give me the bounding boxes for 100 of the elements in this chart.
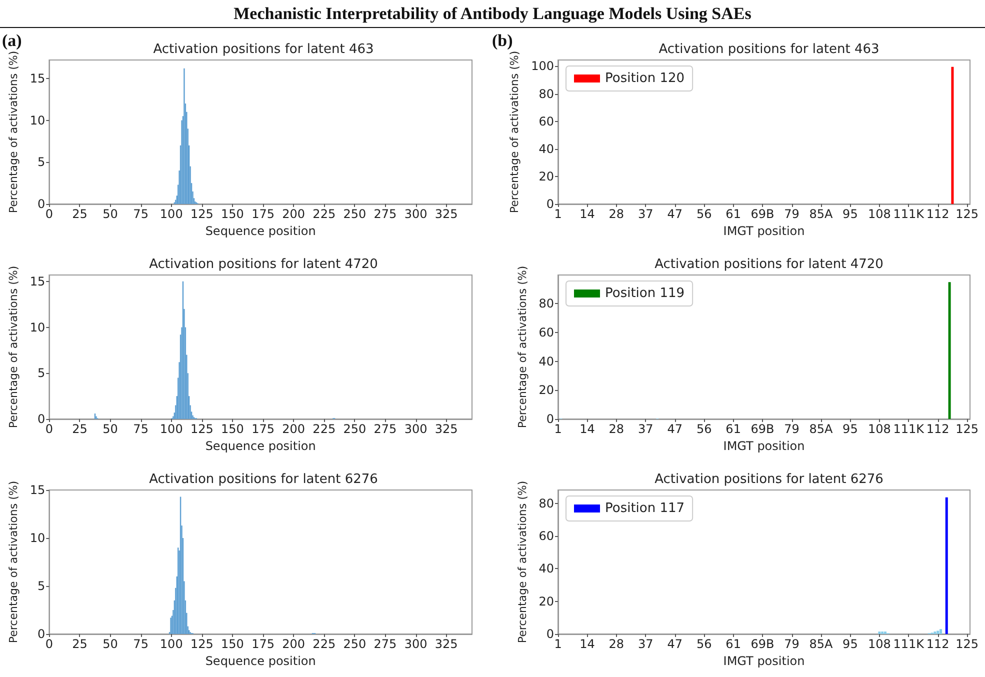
x-tick-label: 200	[282, 207, 306, 221]
x-tick-label: 275	[374, 422, 397, 436]
x-tick-label: 47	[667, 637, 683, 651]
x-axis-title: Sequence position	[205, 438, 316, 453]
y-tick-label: 10	[30, 531, 46, 545]
x-tick-label: 56	[696, 637, 712, 651]
x-tick-label: 95	[842, 422, 858, 436]
x-tick-label: 125	[190, 637, 214, 651]
x-tick-label: 125	[956, 422, 979, 436]
x-tick-label: 300	[404, 637, 428, 651]
legend-label: Position 119	[605, 286, 685, 301]
x-tick-label: 69B	[750, 422, 774, 436]
x-axis-title: IMGT position	[723, 654, 805, 668]
y-tick-label: 80	[538, 496, 554, 510]
x-tick-label: 111K	[893, 207, 926, 221]
x-tick-label: 25	[72, 207, 88, 221]
x-tick-label: 69B	[750, 637, 774, 651]
x-tick-label: 325	[434, 207, 458, 221]
x-tick-label: 250	[343, 637, 366, 651]
x-tick-label: 50	[102, 422, 118, 436]
x-tick-label: 150	[221, 207, 244, 221]
x-tick-label: 25	[72, 637, 88, 651]
x-tick-label: 75	[133, 422, 148, 436]
text: Mechanistic Interpretability of Antibody Language Models Using SAEs	[232, 4, 752, 24]
y-tick-label: 5	[38, 579, 46, 593]
x-tick-label: 14	[580, 207, 595, 221]
chart-title: Activation positions for latent 6276	[149, 472, 378, 487]
x-tick-label: 14	[580, 637, 595, 651]
x-tick-label: 112	[926, 422, 950, 436]
y-tick-label: 0	[38, 412, 46, 426]
x-tick-label: 56	[696, 422, 712, 436]
x-tick-label: 56	[696, 207, 712, 221]
x-tick-label: 108	[868, 637, 891, 651]
y-tick-label: 100	[531, 59, 554, 74]
x-tick-label: 275	[374, 207, 397, 221]
y-axis-title: Percentage of activations (%)	[7, 266, 20, 428]
x-tick-label: 37	[638, 207, 654, 221]
x-tick-label: 75	[133, 207, 148, 221]
x-tick-label: 95	[842, 207, 858, 221]
y-tick-label: 15	[30, 71, 46, 86]
x-axis-title: IMGT position	[723, 438, 805, 453]
text: (b)	[492, 31, 513, 50]
x-tick-label: 1	[554, 422, 562, 436]
chart-title: Activation positions for latent 463	[658, 42, 880, 57]
y-tick-label: 40	[538, 142, 554, 156]
x-tick-label: 95	[842, 637, 858, 651]
x-axis-title: Sequence position	[205, 224, 316, 238]
bar	[940, 629, 942, 634]
legend-label: Position 120	[605, 71, 685, 86]
y-tick-label: 15	[30, 274, 46, 288]
y-tick-label: 0	[546, 197, 554, 211]
y-tick-label: 60	[538, 529, 554, 544]
bar	[945, 497, 948, 634]
x-tick-label: 100	[160, 207, 183, 221]
y-tick-label: 20	[538, 594, 554, 608]
y-tick-label: 0	[546, 627, 554, 641]
y-tick-label: 5	[38, 366, 46, 380]
y-tick-label: 60	[538, 114, 554, 128]
x-tick-label: 61	[726, 422, 741, 436]
x-tick-label: 28	[608, 207, 624, 221]
x-tick-label: 61	[726, 207, 741, 221]
y-tick-label: 0	[546, 412, 554, 426]
y-tick-label: 10	[30, 320, 46, 334]
x-tick-label: 108	[868, 422, 891, 436]
x-tick-label: 111K	[893, 637, 926, 651]
x-tick-label: 61	[726, 637, 741, 651]
x-tick-label: 28	[608, 637, 624, 651]
x-tick-label: 28	[608, 422, 624, 436]
chart-title: Activation positions for latent 4720	[654, 257, 884, 272]
y-tick-label: 80	[538, 296, 554, 311]
x-tick-label: 250	[343, 422, 366, 436]
x-tick-label: 125	[956, 207, 979, 221]
text: (a)	[2, 31, 22, 50]
x-tick-label: 150	[221, 422, 244, 436]
chart-title: Activation positions for latent 4720	[149, 257, 378, 272]
y-tick-label: 10	[30, 113, 46, 128]
x-tick-label: 85A	[809, 207, 834, 221]
x-tick-label: 100	[160, 422, 183, 436]
bar	[936, 630, 940, 634]
x-tick-label: 79	[784, 422, 800, 436]
y-tick-label: 40	[538, 354, 554, 368]
x-tick-label: 125	[190, 422, 214, 436]
x-tick-label: 325	[434, 422, 458, 436]
x-tick-label: 47	[667, 422, 683, 436]
x-tick-label: 225	[312, 422, 336, 436]
x-tick-label: 50	[102, 207, 118, 221]
x-tick-label: 112	[926, 207, 950, 221]
x-tick-label: 69B	[750, 207, 774, 221]
x-tick-label: 79	[784, 207, 800, 221]
x-tick-label: 275	[374, 637, 397, 651]
x-tick-label: 125	[190, 207, 214, 221]
chart-title: Activation positions for latent 6276	[654, 472, 884, 487]
x-tick-label: 150	[221, 637, 244, 651]
x-tick-label: 200	[282, 637, 306, 651]
x-tick-label: 14	[580, 422, 595, 436]
x-tick-label: 175	[252, 422, 274, 436]
y-axis-title: Percentage of activations (%)	[516, 266, 529, 428]
x-tick-label: 325	[434, 637, 458, 651]
x-tick-label: 37	[638, 422, 654, 436]
x-tick-label: 108	[868, 207, 891, 221]
